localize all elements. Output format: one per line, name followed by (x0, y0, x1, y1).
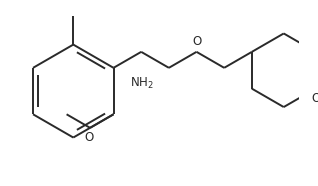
Text: O: O (85, 131, 94, 144)
Text: O: O (311, 92, 318, 105)
Text: O: O (192, 35, 201, 48)
Text: NH$_2$: NH$_2$ (130, 76, 154, 91)
